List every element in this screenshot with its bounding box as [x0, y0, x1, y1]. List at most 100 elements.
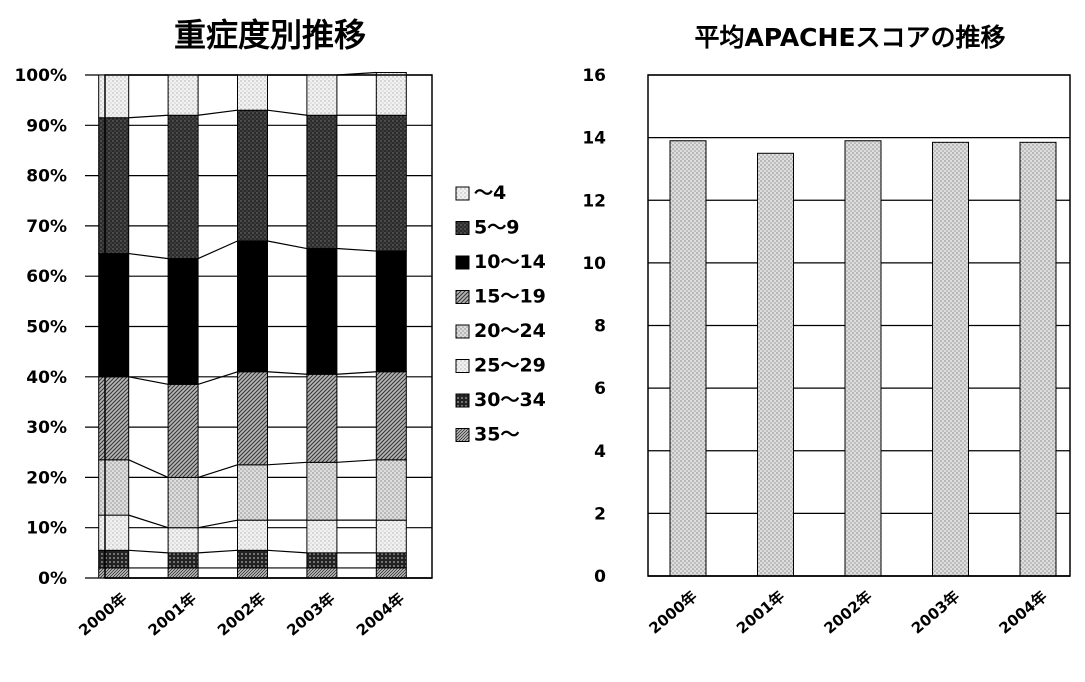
- legend-swatch: [455, 221, 470, 235]
- legend-item-15-19: 15〜19: [455, 286, 546, 308]
- bar-segment-35-2000: [98, 567, 130, 579]
- series-lines: [128, 71, 377, 569]
- bar-segment-25-29-2001: [167, 527, 199, 554]
- bar-segment-5-9-2000: [98, 117, 130, 255]
- y-tick-label: 10%: [26, 519, 67, 539]
- y-tick-label: 40%: [26, 368, 67, 388]
- series-line-15-19: [267, 371, 307, 375]
- series-line-25-29: [128, 514, 169, 529]
- bar-segment-10-14-2003: [306, 248, 338, 375]
- bar-segment-35-2001: [167, 567, 199, 579]
- axes: [104, 74, 433, 579]
- legend-swatch: [455, 186, 470, 201]
- bar-segment-25-29-2000: [98, 514, 130, 551]
- bar-segment-25-29-2004: [375, 519, 407, 554]
- x-tick-label: 2003年: [908, 587, 963, 637]
- bar-2004: [1019, 141, 1057, 577]
- bar-segment-35-2003: [306, 567, 338, 579]
- stacked-bars: [98, 71, 407, 579]
- bar-2000: [669, 140, 707, 577]
- bar-2003: [932, 141, 969, 577]
- bar-segment-15-19-2001: [167, 383, 199, 478]
- bar-segment-30-34-2003: [306, 552, 338, 569]
- y-tick-labels: 0% 10% 20% 30% 40% 50% 60% 70% 80% 90% 100%: [14, 66, 67, 589]
- bar-segment-4-2000: [98, 74, 130, 119]
- bar-segment-30-34-2000: [98, 549, 130, 569]
- x-tick-label: 2001年: [733, 587, 788, 637]
- x-tick-label: 2000年: [75, 589, 130, 639]
- legend-item-5-9: 5〜9: [455, 217, 519, 239]
- bar-segment-20-24-2004: [375, 459, 407, 521]
- bar-segment-20-24-2001: [167, 476, 199, 529]
- series-line-30-34: [267, 549, 307, 554]
- axes: [647, 74, 1071, 577]
- series-line-10-14: [336, 247, 377, 252]
- bar-segment-10-14-2000: [98, 253, 130, 378]
- y-tick-label: 4: [594, 442, 606, 462]
- bar-segment-5-9-2004: [375, 114, 407, 252]
- series-line-10-14: [197, 240, 238, 260]
- bar-segment-5-9-2001: [167, 114, 199, 260]
- bar-segment-4-2001: [167, 74, 199, 116]
- series-line-20-24: [197, 464, 238, 478]
- legend-item-20-24: 20〜24: [455, 320, 546, 342]
- y-tick-label: 70%: [26, 217, 67, 237]
- bar-segment-5-9-2003: [306, 114, 338, 250]
- legend-swatch: [455, 393, 470, 408]
- y-tick-label: 0%: [38, 569, 67, 589]
- legend-item-10-14: 10〜14: [455, 251, 546, 273]
- legend: 〜4 5〜9 10〜14 15〜19 20〜24 25〜29 30〜34 35〜: [455, 182, 546, 446]
- chart-title: 重症度別推移: [174, 16, 366, 54]
- y-tick-label: 30%: [26, 418, 67, 438]
- legend-item-25-29: 25〜29: [455, 355, 546, 377]
- legend-item-35: 35〜: [455, 424, 519, 446]
- bar-segment-15-19-2000: [98, 376, 130, 461]
- y-tick-label: 12: [582, 191, 606, 211]
- bar-segment-20-24-2002: [237, 464, 268, 521]
- bar-segment-10-14-2002: [237, 240, 268, 373]
- bar-segment-20-24-2003: [306, 461, 338, 521]
- series-line-30-34: [128, 549, 169, 554]
- bar-segment-25-29-2002: [237, 519, 268, 551]
- series-line-5-9: [128, 114, 169, 119]
- legend-swatch: [455, 324, 470, 339]
- series-line-15-19: [128, 376, 169, 385]
- y-tick-label: 8: [594, 317, 606, 337]
- y-tick-label: 14: [582, 129, 606, 149]
- series-line-10-14: [128, 252, 169, 260]
- bars: [669, 140, 1057, 577]
- y-tick-label: 10: [582, 254, 606, 274]
- y-tick-label: 80%: [26, 167, 67, 187]
- legend-swatch: [455, 255, 470, 270]
- x-tick-label: 2000年: [646, 587, 701, 637]
- y-tick-label: 20%: [26, 468, 67, 488]
- x-tick-labels: 2000年 2001年 2002年 2003年 2004年: [75, 589, 408, 639]
- legend-label: 30〜34: [474, 389, 546, 411]
- y-tick-label: 60%: [26, 267, 67, 287]
- series-line-25-29: [197, 519, 238, 529]
- y-tick-label: 50%: [26, 318, 67, 338]
- series-line-30-34: [198, 549, 238, 554]
- bar-segment-4-2004: [375, 71, 407, 116]
- bar-segment-4-2003: [306, 74, 338, 116]
- legend-label: 15〜19: [474, 286, 546, 308]
- x-tick-labels: 2000年 2001年 2002年 2003年 2004年: [646, 587, 1051, 637]
- bar-segment-15-19-2004: [375, 371, 407, 461]
- series-line-20-24: [336, 459, 377, 463]
- x-tick-label: 2002年: [821, 587, 876, 637]
- bar-segment-4-2002: [237, 74, 268, 111]
- legend-item-30-34: 30〜34: [455, 389, 546, 411]
- y-tick-label: 6: [594, 379, 606, 399]
- bar-segment-30-34-2002: [237, 549, 268, 569]
- series-line-5-9: [198, 109, 238, 116]
- legend-label: 25〜29: [474, 355, 546, 377]
- series-line-15-19: [336, 371, 377, 375]
- bar-segment-5-9-2002: [237, 109, 268, 242]
- y-tick-label: 100%: [14, 66, 67, 86]
- legend-item-4: 〜4: [455, 182, 506, 204]
- series-line-15-19: [197, 371, 238, 385]
- x-tick-label: 2001年: [145, 589, 200, 639]
- x-tick-label: 2003年: [283, 589, 338, 639]
